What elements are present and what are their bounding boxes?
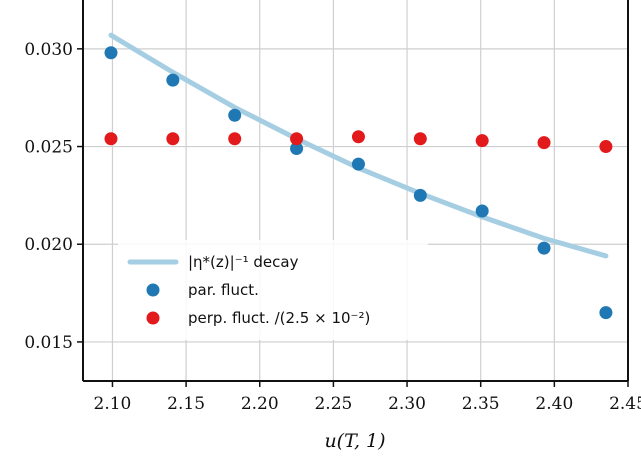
series-line-0	[108, 32, 609, 259]
y-tick-label-0: 0.015	[24, 333, 73, 353]
x-tick-label-2: 2.20	[241, 394, 279, 414]
series-2-point-5	[413, 132, 427, 146]
series-1-point-2	[228, 108, 242, 122]
x-tick-label-3: 2.25	[314, 394, 352, 414]
x-tick-label-7: 2.45	[609, 394, 641, 414]
series-2-point-1	[166, 132, 180, 146]
series-2-point-0	[104, 132, 118, 146]
series-2-point-2	[228, 132, 242, 146]
legend-label-0: |η*(z)|⁻¹ decay	[188, 253, 299, 271]
series-1-point-3	[290, 141, 304, 155]
axes	[82, 0, 629, 382]
y-tick-label-2: 0.025	[24, 138, 73, 158]
series-1-point-6	[475, 204, 489, 218]
x-tick-label-5: 2.35	[462, 394, 500, 414]
series-2-point-6	[475, 134, 489, 148]
legend-swatch-1	[146, 283, 160, 297]
x-tick-label-4: 2.30	[388, 394, 426, 414]
series-2-point-3	[290, 132, 304, 146]
y-tick-label-3: 0.030	[24, 40, 73, 60]
series-1-point-4	[351, 157, 365, 171]
x-tick-label-6: 2.40	[535, 394, 573, 414]
series-1-point-0	[104, 46, 118, 60]
y-ticks: 0.015 0.020 0.025 0.030	[24, 40, 83, 353]
y-tick-label-1: 0.020	[24, 235, 73, 255]
x-tick-label-1: 2.15	[167, 394, 205, 414]
legend: |η*(z)|⁻¹ decay par. fluct. perp. fluct. /…	[118, 240, 428, 340]
x-tick-label-0: 2.10	[94, 394, 132, 414]
series-2-point-8	[599, 140, 613, 154]
series-layer	[104, 32, 613, 320]
series-1-point-7	[537, 241, 551, 255]
series-2-point-7	[537, 136, 551, 150]
series-1-point-1	[166, 73, 180, 87]
legend-label-1: par. fluct.	[188, 281, 259, 299]
legend-box	[118, 240, 428, 340]
series-1-point-5	[413, 188, 427, 202]
legend-swatch-2	[146, 311, 160, 325]
series-2-point-4	[351, 130, 365, 144]
series-1-point-8	[599, 306, 613, 320]
x-axis-label: u(T, 1)	[324, 430, 385, 452]
x-ticks: 2.10 2.15 2.20 2.25 2.30 2.35 2.40 2.45	[94, 381, 641, 414]
legend-label-2: perp. fluct. /(2.5 × 10⁻²)	[188, 309, 370, 327]
